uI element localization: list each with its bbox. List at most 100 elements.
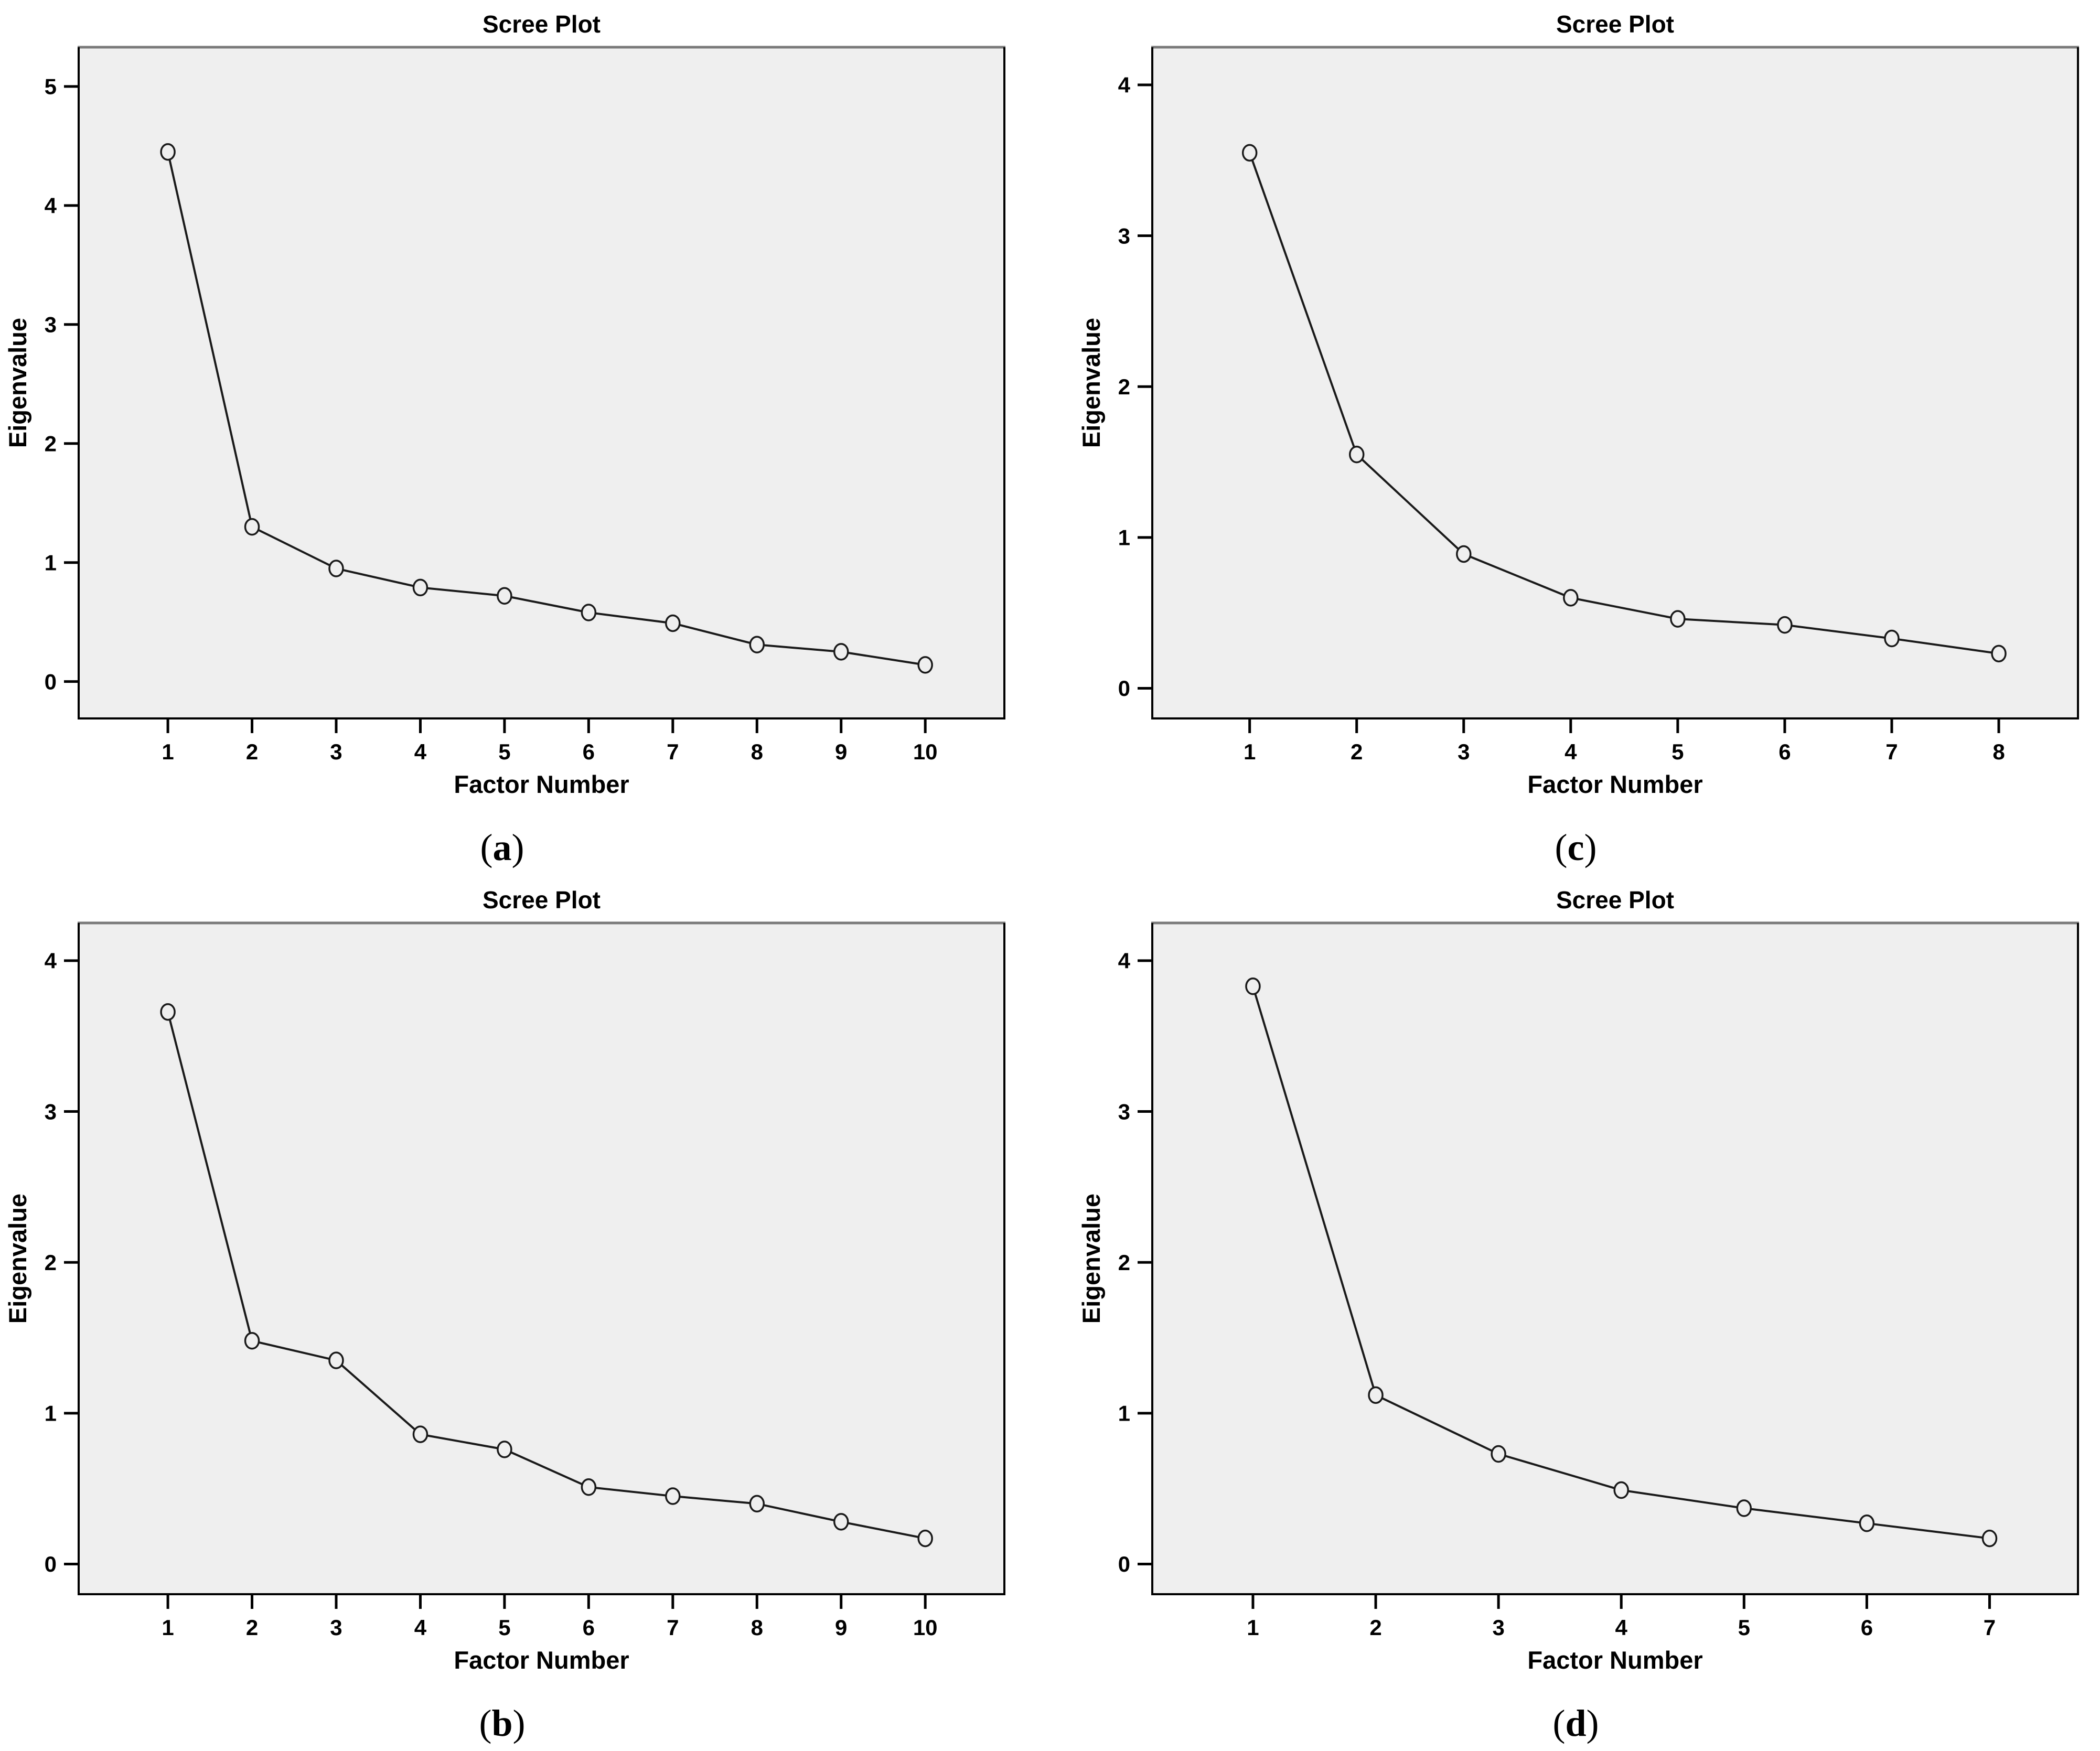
plot-area-background: [1152, 923, 2078, 1594]
scree-plot-b: Scree Plot 0 1 2 3 4 1 2 3 4 5 6 7 8 9 10 Factor Number E…: [4, 886, 1005, 1744]
chart-title: Scree Plot: [483, 886, 601, 914]
series-line: [167, 1012, 926, 1540]
data-point-marker: [1563, 589, 1579, 607]
y-tick-label: 1: [45, 550, 57, 575]
data-point-marker: [1241, 144, 1258, 162]
x-tick-label: 2: [246, 1615, 258, 1640]
x-tick-label: 2: [1351, 739, 1363, 764]
y-tick-label: 2: [1118, 1250, 1130, 1275]
scree-plot-c: Scree Plot 0 1 2 3 4 1 2 3 4 5 6 7 8 Factor Number Eige…: [1077, 10, 2079, 868]
data-point-marker: [917, 1529, 933, 1548]
chart-title: Scree Plot: [1556, 10, 1674, 38]
y-tick-label: 2: [45, 1250, 57, 1275]
y-tick-label: 4: [1118, 73, 1131, 98]
plot-area-background: [79, 923, 1004, 1594]
x-tick-label: 6: [583, 1615, 595, 1640]
panel-c: Scree Plot 0 1 2 3 4 1 2 3 4 5 6 7 8 Factor Number Eige…: [1050, 0, 2100, 875]
data-point-marker: [833, 1513, 849, 1531]
x-axis-title: Factor Number: [454, 770, 629, 798]
data-point-marker: [497, 1441, 512, 1458]
y-tick-label: 4: [1118, 949, 1131, 973]
y-tick-label: 0: [45, 669, 57, 694]
data-point-marker: [665, 614, 681, 632]
x-tick-label: 4: [414, 1615, 427, 1640]
data-point-marker: [1981, 1529, 1998, 1548]
y-tick-label: 0: [1118, 676, 1130, 701]
x-tick-label: 5: [1738, 1615, 1750, 1640]
x-tick-label: 3: [1458, 739, 1470, 764]
data-point-marker: [1456, 545, 1472, 563]
data-point-marker: [1245, 977, 1261, 995]
panel-d: Scree Plot 0 1 2 3 4 1 2 3 4 5 6 7 Factor Number Eigen…: [1050, 876, 2100, 1751]
x-axis-title: Factor Number: [1527, 1646, 1702, 1674]
data-point-marker: [244, 1332, 260, 1350]
y-axis-title: Eigenvalue: [4, 1194, 31, 1324]
data-point-marker: [1491, 1445, 1506, 1463]
x-tick-label: 6: [583, 739, 595, 764]
x-tick-label: 9: [835, 739, 847, 764]
data-point-marker: [1348, 445, 1365, 464]
data-point-marker: [244, 518, 260, 536]
y-tick-label: 3: [45, 1099, 57, 1124]
data-point-marker: [1884, 629, 1900, 648]
y-tick-label: 5: [45, 74, 57, 99]
x-tick-label: 5: [498, 1615, 510, 1640]
x-axis-title: Factor Number: [454, 1646, 629, 1674]
y-tick-label: 3: [45, 312, 57, 337]
panel-b: Scree Plot 0 1 2 3 4 1 2 3 4 5 6 7 8 9 10 Factor Number E…: [0, 876, 1050, 1751]
x-tick-label: 5: [498, 739, 510, 764]
data-point-marker: [749, 1495, 765, 1513]
panel-caption: (b): [479, 1702, 525, 1744]
data-point-marker: [497, 587, 512, 605]
panel-a: Scree Plot 0 1 2 3 4 5 1 2 3 4 5 6 7 8 9 10 Factor Number…: [0, 0, 1050, 875]
x-tick-label: 4: [1615, 1615, 1628, 1640]
x-tick-label: 8: [751, 1615, 763, 1640]
y-tick-label: 1: [45, 1401, 57, 1426]
scree-plot-d: Scree Plot 0 1 2 3 4 1 2 3 4 5 6 7 Factor Number Eigen…: [1077, 886, 2079, 1744]
x-tick-label: 7: [1984, 1615, 1996, 1640]
x-tick-label: 8: [751, 739, 763, 764]
x-tick-label: 3: [330, 739, 342, 764]
x-tick-label: 1: [1244, 739, 1256, 764]
x-tick-label: 7: [1885, 739, 1898, 764]
data-point-marker: [665, 1487, 681, 1505]
data-point-marker: [412, 578, 428, 597]
plot-area-background: [79, 47, 1004, 718]
x-tick-label: 6: [1861, 1615, 1873, 1640]
x-tick-label: 3: [330, 1615, 342, 1640]
panel-caption: (d): [1552, 1702, 1599, 1744]
series-line: [1248, 152, 1999, 655]
x-tick-label: 10: [913, 739, 938, 764]
x-tick-label: 2: [1369, 1615, 1381, 1640]
data-point-marker: [160, 143, 176, 161]
chart-title: Scree Plot: [1556, 886, 1674, 914]
x-tick-label: 3: [1492, 1615, 1504, 1640]
x-tick-label: 2: [246, 739, 258, 764]
data-point-marker: [581, 604, 597, 621]
x-tick-label: 10: [913, 1615, 938, 1640]
x-tick-label: 9: [835, 1615, 847, 1640]
panel-caption: (c): [1555, 826, 1597, 868]
y-tick-label: 0: [1118, 1552, 1130, 1576]
chart-title: Scree Plot: [483, 10, 601, 38]
data-point-marker: [1368, 1386, 1384, 1404]
data-point-marker: [749, 636, 765, 654]
data-point-marker: [1777, 616, 1793, 634]
x-tick-label: 1: [1247, 1615, 1259, 1640]
data-point-marker: [328, 1351, 344, 1369]
x-tick-label: 4: [414, 739, 427, 764]
data-point-marker: [581, 1478, 597, 1496]
y-axis-title: Eigenvalue: [4, 318, 31, 448]
data-point-marker: [328, 560, 344, 577]
x-tick-label: 5: [1672, 739, 1684, 764]
y-tick-label: 2: [1118, 374, 1130, 399]
y-tick-label: 4: [45, 949, 57, 973]
data-point-marker: [1670, 610, 1686, 628]
y-tick-label: 3: [1118, 223, 1130, 248]
x-tick-label: 1: [162, 1615, 174, 1640]
y-tick-label: 2: [45, 431, 57, 456]
series-line: [167, 152, 926, 666]
data-point-marker: [1859, 1514, 1875, 1532]
x-tick-label: 6: [1778, 739, 1791, 764]
